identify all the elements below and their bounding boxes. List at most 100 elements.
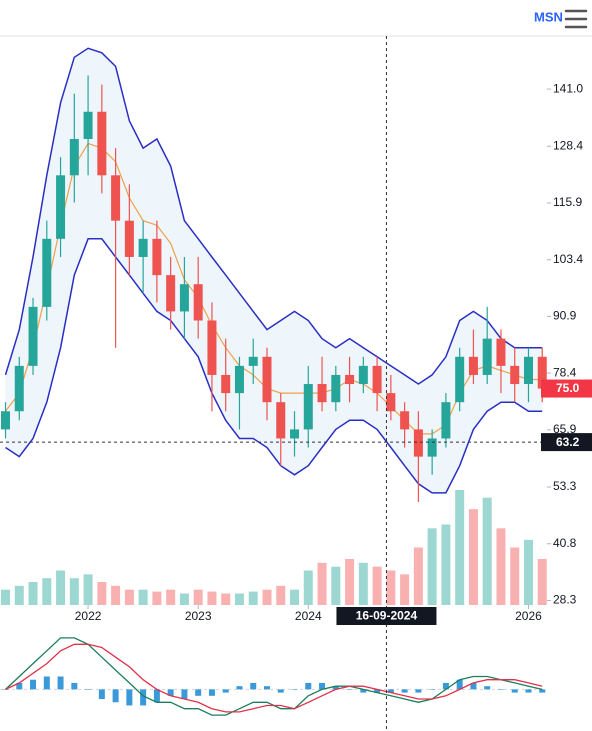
candle-body <box>1 411 11 430</box>
band-fill <box>5 48 543 493</box>
macd-histogram-bar <box>442 682 449 690</box>
candle-body <box>152 238 162 276</box>
candle-body <box>496 338 506 366</box>
y-tick-label: 78.4 <box>553 365 577 379</box>
volume-bar <box>537 559 547 605</box>
macd-histogram-bar <box>291 689 298 690</box>
macd-histogram-bar <box>374 689 381 693</box>
macd-histogram-bar <box>539 689 546 693</box>
macd-histogram-bar <box>140 689 147 706</box>
candle-body <box>427 438 437 457</box>
volume-bar <box>455 490 465 605</box>
macd-histogram-bar <box>85 689 92 690</box>
candle-body <box>111 175 121 221</box>
candle-body <box>331 374 341 403</box>
candle-body <box>83 111 93 140</box>
macd-histogram-bar <box>98 689 105 700</box>
band-upper <box>4 47 543 385</box>
macd-histogram-bar <box>16 682 23 690</box>
crosshair-x-label: 16-09-2024 <box>356 609 418 623</box>
candle-body <box>468 356 478 375</box>
volume-bar <box>83 574 93 605</box>
candle-body <box>276 402 286 439</box>
candle-body <box>386 393 396 412</box>
candle-body <box>262 356 272 403</box>
candle-body <box>221 374 231 394</box>
candle-body <box>69 139 79 176</box>
candle-body <box>455 356 465 403</box>
macd-histogram-bar <box>112 689 119 703</box>
band-middle <box>5 142 543 435</box>
macd-histogram-bar <box>429 689 436 690</box>
last-price-box <box>541 379 592 398</box>
macd-layer <box>0 637 546 716</box>
y-tick-label: 40.8 <box>553 536 577 550</box>
volume-bar <box>111 585 121 605</box>
axis-layer: 141.0 128.4 115.9 103.4 90.9 78.4 65.9 53.3 40.8… <box>0 36 592 731</box>
volume-bar <box>234 593 244 605</box>
macd-line <box>5 637 543 716</box>
macd-histogram-bar <box>195 689 202 696</box>
volume-bar <box>207 591 217 605</box>
macd-histogram-bar <box>208 689 215 696</box>
candle-body <box>303 384 313 430</box>
candle-body <box>482 338 492 375</box>
crosshair-y-label: 63.2 <box>556 435 580 449</box>
candle-body <box>207 320 217 375</box>
macd-histogram-bar <box>153 689 160 703</box>
macd-histogram-bar <box>250 682 257 690</box>
volume-bar <box>152 591 162 605</box>
volume-bar <box>221 593 231 605</box>
volume-bar <box>523 539 533 605</box>
macd-histogram-bar <box>305 682 312 690</box>
macd-histogram-bar <box>57 676 64 690</box>
volume-bar <box>372 566 382 605</box>
macd-histogram-bar <box>181 689 188 700</box>
macd-histogram-bar <box>525 689 532 693</box>
candle-body <box>14 365 24 412</box>
candle-body <box>97 111 107 176</box>
volume-bar <box>413 547 423 605</box>
volume-bar <box>42 578 52 605</box>
y-tick-label: 90.9 <box>553 309 577 323</box>
volume-bar <box>1 589 11 605</box>
volume-bar <box>510 547 520 605</box>
candle-body <box>28 306 38 366</box>
volume-bar <box>345 559 355 605</box>
volume-bar <box>97 582 107 605</box>
volume-bar <box>248 591 258 605</box>
crosshair-x-box <box>336 607 437 625</box>
volume-bar <box>138 589 148 605</box>
candle-body <box>510 365 520 385</box>
volume-bar <box>303 570 313 605</box>
volume-bar <box>468 509 478 605</box>
x-tick-label: 2022 <box>75 609 102 623</box>
macd-histogram-bar <box>497 689 504 690</box>
candle-body <box>413 429 423 457</box>
band-lower <box>5 238 543 494</box>
candle-body <box>372 365 382 394</box>
volume-bar <box>14 585 24 605</box>
volume-bar <box>28 582 38 605</box>
volume-bar <box>358 562 368 605</box>
macd-histogram-bar <box>401 689 408 693</box>
candle-body <box>317 384 327 403</box>
candle-body <box>523 356 533 385</box>
x-tick-label: 2023 <box>185 609 212 623</box>
signal-line <box>5 643 543 713</box>
last-price-label: 75.0 <box>556 381 580 395</box>
candle-body <box>537 356 547 389</box>
candle-body <box>234 365 244 394</box>
volume-bar <box>179 593 189 605</box>
menu-icon[interactable] <box>564 9 588 29</box>
macd-histogram-bar <box>511 689 518 693</box>
volume-bar <box>331 566 341 605</box>
candle-body <box>345 374 355 385</box>
macd-histogram-bar <box>263 686 270 690</box>
macd-histogram-bar <box>332 686 339 690</box>
macd-histogram-bar <box>277 689 284 693</box>
macd-histogram-bar <box>2 689 9 690</box>
volume-bar <box>290 589 300 605</box>
volume-bar <box>276 585 286 605</box>
